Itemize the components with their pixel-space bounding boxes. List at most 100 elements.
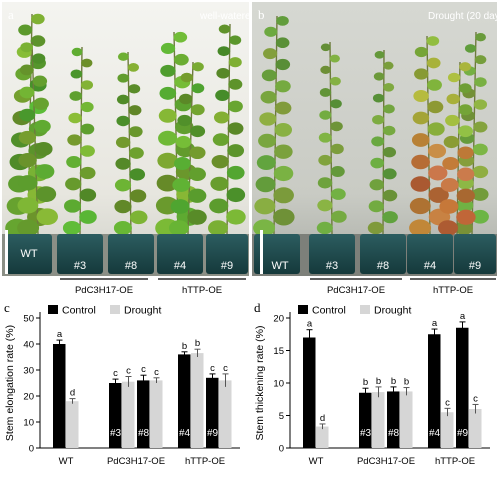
leaf bbox=[458, 104, 473, 116]
bar-control bbox=[359, 392, 372, 448]
leaf bbox=[274, 123, 293, 137]
leaf bbox=[209, 198, 229, 214]
leaf bbox=[426, 57, 441, 69]
leaf bbox=[319, 88, 332, 97]
leaf bbox=[443, 135, 460, 149]
significance-letter: b bbox=[404, 377, 409, 388]
leaf bbox=[318, 132, 332, 143]
leaf bbox=[212, 133, 230, 146]
leaf bbox=[63, 199, 82, 213]
leaf bbox=[457, 167, 475, 181]
leaf bbox=[456, 209, 476, 225]
x-group-label: WT bbox=[309, 456, 324, 467]
significance-letter: b bbox=[363, 377, 368, 388]
leaf bbox=[319, 110, 332, 120]
group-label: PdC3H17-OE bbox=[327, 285, 385, 296]
line-label: #8 bbox=[388, 428, 400, 439]
leaf bbox=[62, 220, 81, 236]
significance-letter: c bbox=[210, 363, 215, 374]
photo-panel-b: b Drought (20 days) WT #3 #8 #4 #9 bbox=[252, 2, 497, 276]
leaf bbox=[187, 209, 207, 225]
pot-label: #4 bbox=[174, 260, 186, 272]
leaf bbox=[274, 144, 293, 159]
line-label: #4 bbox=[429, 428, 441, 439]
leaf bbox=[383, 61, 394, 70]
y-tick-label: 20 bbox=[273, 314, 284, 325]
legend-label: Drought bbox=[124, 305, 161, 317]
leaf bbox=[413, 89, 429, 103]
bar-drought bbox=[150, 380, 163, 448]
y-axis-title: Stem thickening rate (%) bbox=[254, 326, 266, 441]
leaf bbox=[80, 145, 95, 157]
leaf bbox=[274, 101, 292, 115]
leaf bbox=[473, 99, 488, 110]
legend-swatch bbox=[360, 305, 370, 314]
bar-drought bbox=[400, 391, 413, 448]
significance-letter: d bbox=[320, 413, 325, 424]
leaf bbox=[226, 209, 246, 225]
leaf bbox=[17, 197, 39, 214]
chart-d: d 0 5 10 15 20 Stem thickening rate (%) Control… bbox=[254, 300, 490, 467]
leaf bbox=[32, 53, 46, 64]
leaf bbox=[129, 147, 144, 159]
panel-letter-a: a bbox=[8, 7, 14, 22]
leaf bbox=[213, 111, 230, 124]
leaf bbox=[276, 15, 289, 26]
leaf bbox=[208, 220, 228, 236]
leaf bbox=[19, 108, 36, 122]
leaf bbox=[428, 187, 449, 203]
leaf bbox=[264, 26, 278, 37]
leaf bbox=[330, 99, 342, 109]
pot-label: #8 bbox=[125, 260, 137, 272]
line-label: #9 bbox=[457, 428, 469, 439]
x-group-label: PdC3H17-OE bbox=[357, 456, 415, 467]
leaf bbox=[170, 199, 190, 214]
leaf bbox=[17, 175, 38, 191]
bar-drought bbox=[66, 401, 79, 448]
leaf bbox=[227, 100, 243, 113]
leaf bbox=[414, 68, 429, 80]
leaf bbox=[318, 154, 332, 166]
y-tick-label: 5 bbox=[279, 411, 284, 422]
y-tick-label: 10 bbox=[273, 379, 284, 390]
leaf bbox=[472, 143, 488, 156]
panel-letter-b: b bbox=[258, 7, 265, 22]
leaf bbox=[273, 165, 294, 182]
leaf bbox=[32, 75, 48, 87]
leaf bbox=[439, 199, 459, 214]
leaf bbox=[411, 133, 430, 147]
leaf bbox=[275, 80, 291, 93]
panel-letter-d: d bbox=[254, 300, 261, 315]
bar-drought bbox=[122, 381, 135, 448]
leaf bbox=[228, 78, 243, 90]
leaf bbox=[192, 62, 204, 72]
significance-letter: c bbox=[154, 367, 159, 378]
leaf bbox=[253, 219, 276, 237]
pot-label: #3 bbox=[74, 260, 86, 272]
leaf bbox=[226, 187, 246, 203]
x-group-label: WT bbox=[59, 456, 74, 467]
leaf bbox=[382, 147, 397, 158]
leaf bbox=[156, 174, 179, 192]
leaf bbox=[189, 146, 206, 160]
y-axis-title: Stem elongation rate (%) bbox=[4, 325, 16, 441]
leaf bbox=[317, 177, 333, 189]
bar-control bbox=[178, 354, 191, 448]
group-label: PdC3H17-OE bbox=[75, 285, 133, 296]
significance-letter: a bbox=[432, 318, 438, 329]
leaf bbox=[382, 211, 398, 224]
leaf bbox=[411, 154, 430, 170]
bar-control bbox=[387, 391, 400, 448]
leaf bbox=[273, 208, 295, 226]
bar-control bbox=[206, 377, 219, 448]
leaf bbox=[456, 188, 475, 203]
leaf bbox=[17, 219, 40, 237]
leaf bbox=[79, 188, 97, 202]
leaf bbox=[259, 112, 277, 126]
leaf bbox=[229, 35, 242, 45]
leaf bbox=[447, 72, 461, 83]
panel-letter-c: c bbox=[4, 300, 10, 315]
photo-group-labels: PdC3H17-OE hTTP-OE PdC3H17-OE hTTP-OE bbox=[60, 278, 496, 296]
leaf bbox=[157, 152, 178, 169]
bar-drought bbox=[372, 392, 385, 448]
